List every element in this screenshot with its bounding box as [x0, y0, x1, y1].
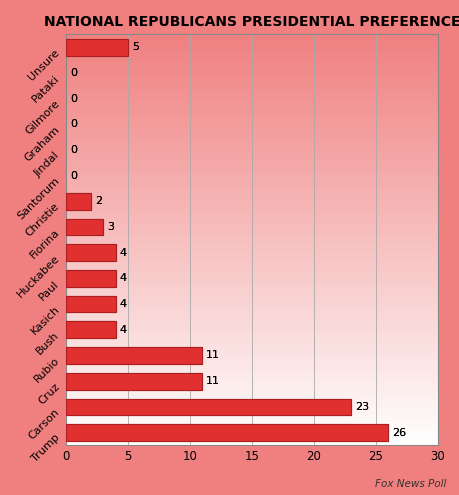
Text: 0: 0: [70, 145, 77, 155]
Text: 0: 0: [70, 119, 77, 129]
Text: 3: 3: [107, 222, 114, 232]
Text: 0: 0: [70, 145, 77, 155]
Text: 4: 4: [119, 299, 126, 309]
Bar: [66, 219, 103, 236]
Text: 4: 4: [119, 325, 126, 335]
Bar: [66, 373, 202, 390]
Bar: [66, 398, 350, 415]
Text: 4: 4: [119, 248, 126, 258]
Text: 5: 5: [132, 42, 139, 52]
Text: 11: 11: [206, 350, 219, 360]
Text: 11: 11: [206, 376, 219, 386]
Text: 0: 0: [70, 171, 77, 181]
Text: 4: 4: [119, 325, 126, 335]
Text: 11: 11: [206, 376, 219, 386]
Text: 5: 5: [132, 42, 139, 52]
Bar: [66, 39, 128, 55]
Text: 0: 0: [70, 94, 77, 103]
Bar: [66, 347, 202, 364]
Text: 0: 0: [70, 94, 77, 103]
Bar: [66, 270, 116, 287]
Title: NATIONAL REPUBLICANS PRESIDENTIAL PREFERENCE: NATIONAL REPUBLICANS PRESIDENTIAL PREFER…: [44, 15, 459, 29]
Bar: [66, 245, 116, 261]
Text: 23: 23: [354, 402, 368, 412]
Bar: [66, 270, 116, 287]
Bar: [66, 245, 116, 261]
Text: 4: 4: [119, 248, 126, 258]
Bar: [66, 424, 387, 441]
Text: 0: 0: [70, 68, 77, 78]
Bar: [66, 193, 91, 210]
Text: 3: 3: [107, 222, 114, 232]
Text: 0: 0: [70, 68, 77, 78]
Bar: [66, 373, 202, 390]
Text: 11: 11: [206, 350, 219, 360]
Text: 23: 23: [354, 402, 368, 412]
Text: 4: 4: [119, 273, 126, 284]
Bar: [66, 424, 387, 441]
Text: 26: 26: [391, 428, 405, 438]
Text: 4: 4: [119, 299, 126, 309]
Text: Fox News Poll: Fox News Poll: [374, 479, 445, 489]
Bar: [66, 296, 116, 312]
Text: 0: 0: [70, 119, 77, 129]
Text: 0: 0: [70, 171, 77, 181]
Bar: [66, 398, 350, 415]
Bar: [66, 219, 103, 236]
Bar: [66, 193, 91, 210]
Text: 2: 2: [95, 197, 101, 206]
Bar: [66, 347, 202, 364]
Text: 4: 4: [119, 273, 126, 284]
Bar: [66, 321, 116, 338]
Text: 26: 26: [391, 428, 405, 438]
Bar: [66, 321, 116, 338]
Bar: [66, 296, 116, 312]
Bar: [66, 39, 128, 55]
Text: 2: 2: [95, 197, 101, 206]
